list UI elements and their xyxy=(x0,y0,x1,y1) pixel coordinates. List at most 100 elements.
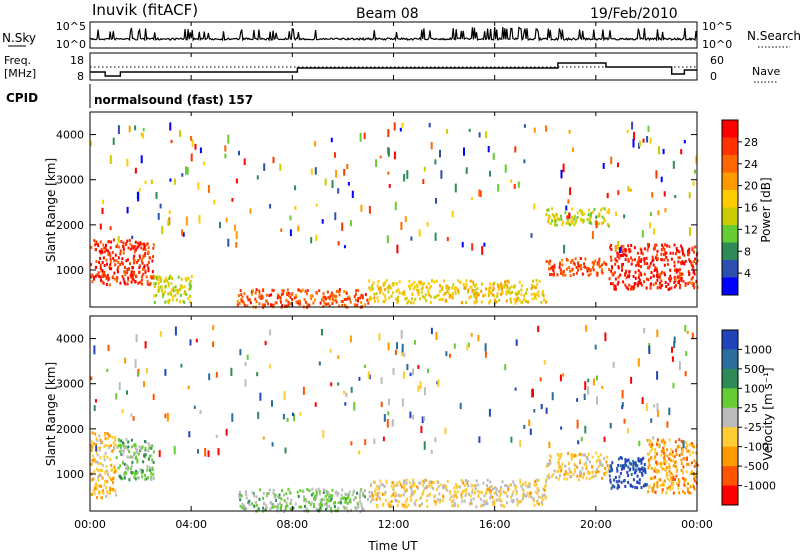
heatmap-cell xyxy=(114,439,117,442)
heatmap-cell xyxy=(120,476,123,480)
heatmap-cell xyxy=(670,471,673,475)
heatmap-cell xyxy=(92,442,95,446)
heatmap-cell xyxy=(618,247,621,253)
heatmap-cell xyxy=(526,485,529,489)
heatmap-cell xyxy=(656,249,659,253)
freq-tick-18: 18 xyxy=(70,54,84,67)
heatmap-cell xyxy=(403,352,406,357)
heatmap-cell xyxy=(116,268,119,272)
heatmap-cell xyxy=(617,275,620,279)
heatmap-cell xyxy=(614,285,617,289)
heatmap-cell xyxy=(114,489,117,493)
heatmap-cell xyxy=(501,291,504,295)
heatmap-cell xyxy=(652,274,655,278)
noise-ytick-bottom: 10^0 xyxy=(56,38,86,51)
heatmap-cell xyxy=(524,291,527,295)
heatmap-cell xyxy=(640,251,643,255)
heatmap-cell xyxy=(157,278,160,282)
heatmap-cell xyxy=(545,125,548,132)
heatmap-cell xyxy=(640,265,642,269)
heatmap-cell xyxy=(140,132,143,137)
heatmap-cell xyxy=(381,492,384,496)
heatmap-cell xyxy=(314,167,317,175)
heatmap-cell xyxy=(185,278,188,282)
heatmap-cell xyxy=(343,169,346,176)
heatmap-cell xyxy=(616,259,619,263)
heatmap-cell xyxy=(100,249,103,253)
heatmap-cell xyxy=(455,483,458,487)
heatmap-cell xyxy=(431,279,433,283)
heatmap-cell xyxy=(386,235,389,244)
heatmap-cell xyxy=(565,205,568,211)
heatmap-cell xyxy=(305,292,308,296)
heatmap-cell xyxy=(109,263,112,267)
heatmap-cell xyxy=(120,240,123,243)
heatmap-cell xyxy=(669,452,672,456)
heatmap-cell xyxy=(496,498,499,502)
heatmap-cell xyxy=(358,493,361,496)
heatmap-cell xyxy=(434,437,437,443)
heatmap-cell xyxy=(106,368,109,373)
heatmap-cell xyxy=(498,497,501,501)
heatmap-cell xyxy=(614,245,617,253)
heatmap-cell xyxy=(371,493,374,497)
heatmap-cell xyxy=(433,280,436,284)
heatmap-cell xyxy=(663,483,666,487)
heatmap-cell xyxy=(463,499,466,503)
heatmap-cell xyxy=(414,503,417,507)
heatmap-cell xyxy=(653,457,656,461)
heatmap-cell xyxy=(378,333,381,341)
heatmap-cell xyxy=(449,293,452,297)
heatmap-cell xyxy=(482,481,485,485)
heatmap-cell xyxy=(139,447,142,451)
heatmap-cell xyxy=(288,294,290,297)
date-title: 19/Feb/2010 xyxy=(590,6,678,22)
heatmap-cell xyxy=(421,416,424,424)
heatmap-cell xyxy=(413,285,416,289)
heatmap-cell xyxy=(271,400,273,407)
heatmap-cell xyxy=(620,456,623,460)
heatmap-cell xyxy=(436,381,439,385)
heatmap-cell xyxy=(166,299,169,303)
heatmap-cell xyxy=(523,424,526,429)
heatmap-cell xyxy=(430,141,433,150)
heatmap-cell xyxy=(583,262,586,266)
heatmap-cell xyxy=(653,469,656,473)
heatmap-cell xyxy=(387,129,390,138)
heatmap-cell xyxy=(340,493,343,497)
heatmap-cell xyxy=(611,272,614,276)
heatmap-cell xyxy=(465,491,468,495)
heatmap-cell xyxy=(360,502,363,506)
heatmap-cell xyxy=(601,463,604,467)
heatmap-cell xyxy=(153,294,156,298)
heatmap-cell xyxy=(690,261,693,265)
heatmap-cell xyxy=(617,464,620,467)
heatmap-cell xyxy=(245,493,248,496)
colorbar-swatch xyxy=(722,242,738,261)
heatmap-cell xyxy=(170,288,173,292)
heatmap-cell xyxy=(253,504,256,508)
heatmap-cell xyxy=(101,469,104,473)
heatmap-cell xyxy=(568,129,571,134)
heatmap-cell xyxy=(456,490,459,493)
heatmap-cell xyxy=(468,296,471,300)
heatmap-cell xyxy=(684,484,687,488)
heatmap-cell xyxy=(661,462,664,466)
heatmap-cell xyxy=(302,386,305,395)
heatmap-cell xyxy=(561,263,564,267)
heatmap-cell xyxy=(601,263,604,267)
heatmap-cell xyxy=(416,485,418,489)
heatmap-cell xyxy=(120,261,123,265)
heatmap-cell xyxy=(675,247,678,250)
heatmap-cell xyxy=(609,245,611,249)
heatmap-cell xyxy=(672,160,675,169)
heatmap-cell xyxy=(422,490,425,494)
heatmap-cell xyxy=(675,453,678,456)
heatmap-cell xyxy=(124,243,127,246)
velocity-ylabel: Slant Range [km] xyxy=(44,362,58,466)
heatmap-cell xyxy=(188,287,191,291)
heatmap-cell xyxy=(650,456,653,460)
heatmap-cell xyxy=(405,478,408,482)
heatmap-cell xyxy=(350,386,353,393)
heatmap-cell xyxy=(444,427,447,435)
